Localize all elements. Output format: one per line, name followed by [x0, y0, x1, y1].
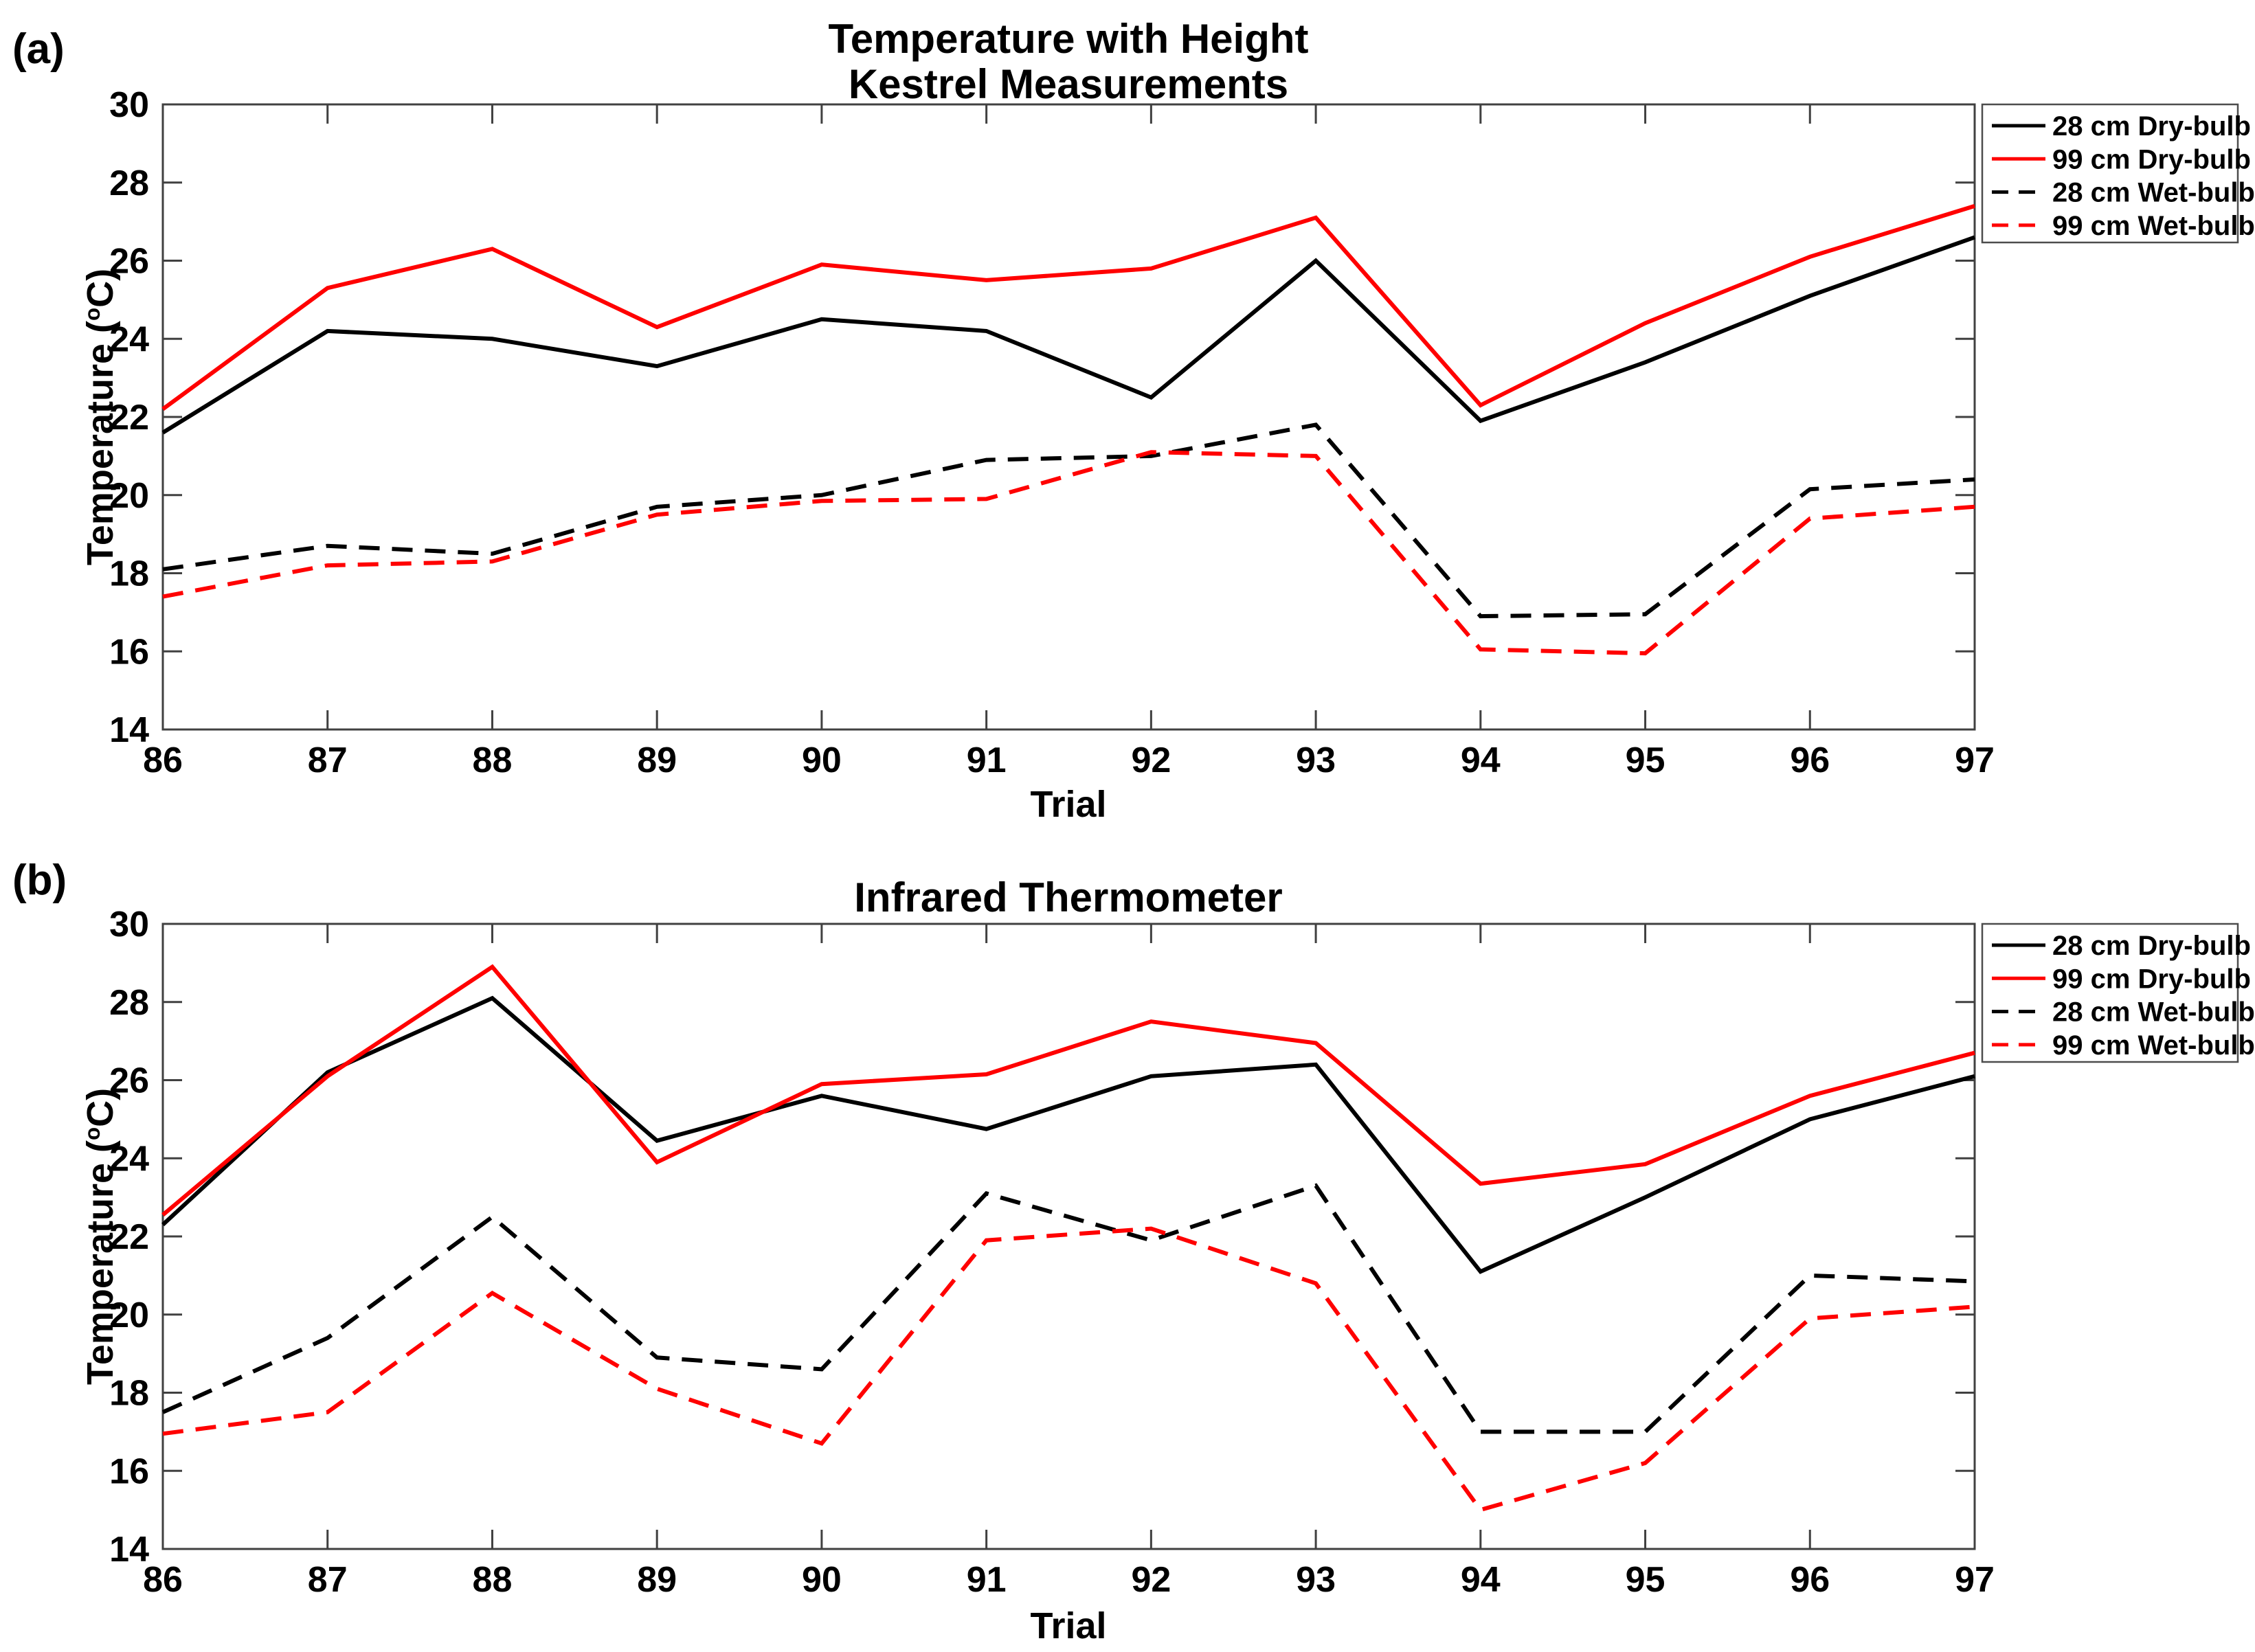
panel-a-ylabel-degree: o	[80, 307, 104, 321]
panel-b-y-tick-label-28: 28	[109, 983, 149, 1023]
panel-b-x-tick-label-86: 86	[143, 1560, 183, 1600]
panel-b-title: Infrared Thermometer	[162, 875, 1975, 920]
panel-a-plot-box	[161, 103, 1976, 731]
panel-a-y-tick-label-16: 16	[109, 632, 149, 672]
panel-a-x-axis-label: Trial	[1030, 784, 1107, 825]
panel-b-y-tick-label-22: 22	[109, 1217, 149, 1257]
panel-a-y-tick-label-22: 22	[109, 398, 149, 438]
panel-b-legend-label-2: 99 cm Dry-bulb	[2052, 964, 2251, 994]
panel-a-y-axis-label: Temperature (oC)	[79, 269, 122, 565]
panel-a-ylabel-suffix: C)	[80, 268, 121, 308]
panel-a-series-99-cm-wet-bulb-line	[162, 450, 1975, 656]
panel-a-y-tick-label-28: 28	[109, 163, 149, 203]
panel-b-legend-label-1: 28 cm Dry-bulb	[2052, 931, 2251, 961]
panel-a-legend-label-3: 28 cm Wet-bulb	[2052, 178, 2255, 208]
panel-b-y-tick-label-20: 20	[109, 1295, 149, 1335]
panel-b-series-99-cm-wet-bulb-line	[162, 1226, 1975, 1513]
panel-a-title-line1: Temperature with Height	[828, 16, 1309, 62]
panel-b-x-tick-label-92: 92	[1131, 1560, 1171, 1600]
panel-b-x-tick-label-91: 91	[967, 1560, 1007, 1600]
panel-b-legend-label-4: 99 cm Wet-bulb	[2052, 1030, 2255, 1061]
panel-a-x-tick-label-91: 91	[967, 740, 1007, 780]
panel-b-series-28-cm-dry-bulb-line	[161, 995, 1975, 1274]
panel-a-series-28-cm-wet-bulb-line	[162, 422, 1975, 619]
panel-b-x-axis-label: Trial	[1030, 1605, 1107, 1647]
panel-b-x-tick-label-88: 88	[473, 1560, 513, 1600]
panel-b-x-tick-label-89: 89	[637, 1560, 677, 1600]
panel-b-legend-label-3: 28 cm Wet-bulb	[2052, 997, 2255, 1028]
panel-b-plot-box	[161, 923, 1976, 1550]
panel-b-x-tick-label-97: 97	[1955, 1560, 1995, 1600]
panel-b-ylabel-degree: o	[80, 1127, 104, 1141]
panel-b-series-99-cm-dry-bulb-line	[161, 964, 1975, 1217]
panel-b-y-tick-label-18: 18	[109, 1374, 149, 1414]
panel-b-title-line1: Infrared Thermometer	[854, 874, 1283, 920]
panel-a-legend-label-2: 99 cm Dry-bulb	[2052, 144, 2251, 174]
panel-b-y-tick-label-16: 16	[109, 1451, 149, 1491]
panel-a-y-tick-label-18: 18	[109, 554, 149, 594]
panel-a-y-tick-label-30: 30	[109, 85, 149, 125]
panel-a-legend-label-1: 28 cm Dry-bulb	[2052, 111, 2251, 142]
panel-a-series-99-cm-dry-bulb-line	[161, 204, 1975, 411]
panel-a-y-tick-label-26: 26	[109, 242, 149, 282]
panel-a-x-tick-label-90: 90	[802, 740, 842, 780]
panel-b-x-tick-label-87: 87	[308, 1560, 348, 1600]
panel-b-letter: (b)	[12, 857, 67, 904]
panel-b-x-tick-label-93: 93	[1296, 1560, 1336, 1600]
panel-a-x-tick-label-92: 92	[1131, 740, 1171, 780]
panel-b-ylabel-prefix: Temperature (	[80, 1140, 121, 1385]
panel-a-title: Temperature with Height Kestrel Measureme…	[162, 16, 1975, 107]
panel-a-x-tick-label-89: 89	[637, 740, 677, 780]
panel-a-x-tick-label-93: 93	[1296, 740, 1336, 780]
panel-a-y-tick-label-20: 20	[109, 476, 149, 516]
panel-b-y-tick-label-24: 24	[109, 1139, 149, 1179]
panel-a-title-line2: Kestrel Measurements	[848, 61, 1289, 107]
panel-a-ylabel-prefix: Temperature (	[80, 321, 121, 566]
panel-a-legend-label-4: 99 cm Wet-bulb	[2052, 211, 2255, 241]
panel-a-x-tick-label-97: 97	[1955, 740, 1995, 780]
panel-a-x-tick-label-95: 95	[1626, 740, 1665, 780]
panel-a-x-tick-label-96: 96	[1790, 740, 1830, 780]
panel-b-series-28-cm-wet-bulb-line	[161, 1183, 1975, 1434]
panel-b-y-tick-label-14: 14	[109, 1530, 149, 1570]
panel-a-y-tick-label-14: 14	[109, 710, 149, 750]
panel-a-x-tick-label-88: 88	[473, 740, 513, 780]
panel-b-ylabel-suffix: C)	[80, 1087, 121, 1127]
panel-b-x-tick-label-95: 95	[1626, 1560, 1665, 1600]
panel-a-series-28-cm-dry-bulb-line	[161, 235, 1976, 435]
panel-b-x-tick-label-90: 90	[802, 1560, 842, 1600]
panel-a-x-tick-label-86: 86	[143, 740, 183, 780]
panel-b-x-tick-label-96: 96	[1790, 1560, 1830, 1600]
panel-a-y-tick-label-24: 24	[109, 319, 149, 359]
panel-b-y-axis-label: Temperature (oC)	[79, 1088, 122, 1385]
panel-b-y-tick-label-26: 26	[109, 1061, 149, 1101]
panel-a-x-tick-label-87: 87	[308, 740, 348, 780]
panel-a-x-tick-label-94: 94	[1461, 740, 1501, 780]
panel-b-y-tick-label-30: 30	[109, 905, 149, 944]
panel-a-letter: (a)	[12, 25, 65, 73]
panel-b-x-tick-label-94: 94	[1461, 1560, 1501, 1600]
